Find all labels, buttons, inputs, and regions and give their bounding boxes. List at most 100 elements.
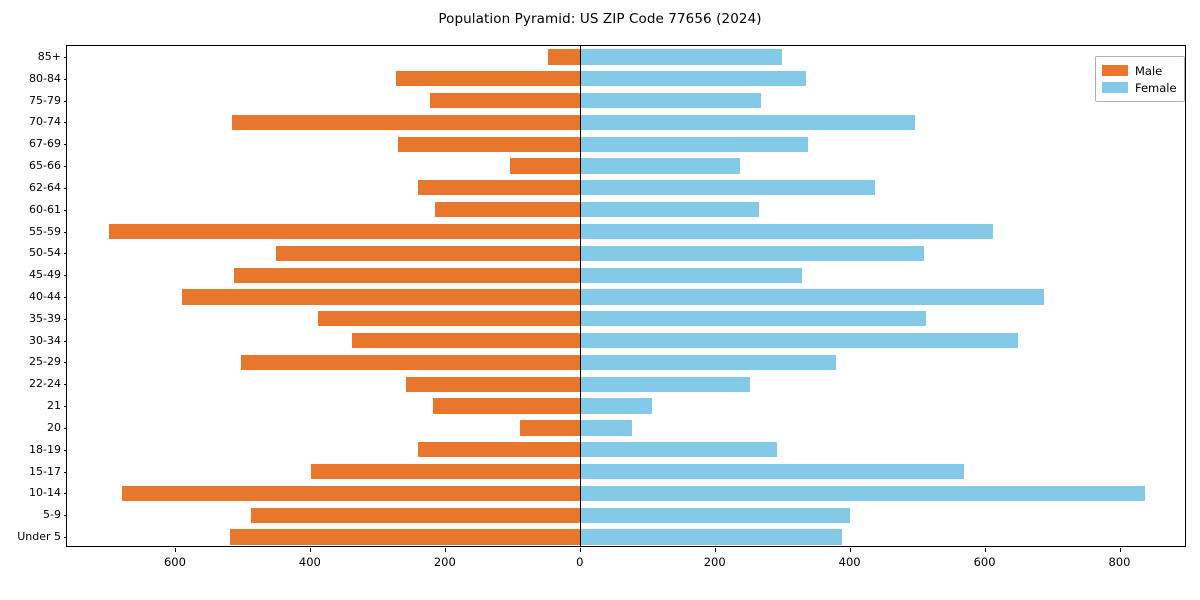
bar-female <box>579 49 783 65</box>
y-tick-mark <box>63 515 67 517</box>
x-tick-label: 0 <box>576 555 584 569</box>
bar-female <box>579 245 924 261</box>
bar-row <box>67 114 1185 131</box>
bar-female <box>579 398 652 414</box>
bar-male <box>232 114 580 131</box>
y-tick-label: 50-54 <box>29 246 61 260</box>
y-tick-label: 5-9 <box>43 508 61 522</box>
y-tick-label: 60-61 <box>29 202 61 216</box>
plot-area: 85+ 80-84 75-79 70-74 67-69 65-66 62-64 60-61 55… <box>17 45 1186 569</box>
bar-male <box>434 202 580 218</box>
bar-female <box>579 442 778 458</box>
bar-row <box>67 49 1185 65</box>
x-tick-label: 400 <box>298 555 321 569</box>
bar-row <box>67 442 1185 458</box>
bar-row <box>67 71 1185 87</box>
bar-row <box>67 529 1185 545</box>
bar-row <box>67 245 1185 261</box>
bar-female <box>579 202 759 218</box>
bar-female <box>579 223 993 240</box>
y-tick-mark <box>63 384 67 386</box>
y-tick-label: Under 5 <box>17 530 61 544</box>
bar-male <box>432 398 580 414</box>
y-tick-label: 67-69 <box>29 137 61 151</box>
x-tick-mark <box>444 548 446 552</box>
legend-item-female[interactable]: Female <box>1102 79 1177 96</box>
bar-row <box>67 158 1185 174</box>
bar-female <box>579 420 633 436</box>
bar-female <box>579 289 1044 305</box>
bar-row <box>67 507 1185 523</box>
y-tick-mark <box>63 187 67 189</box>
chart-title: Population Pyramid: US ZIP Code 77656 (2… <box>438 11 762 27</box>
y-tick-label: 70-74 <box>29 115 61 129</box>
bar-female <box>579 354 837 371</box>
y-tick-mark <box>63 144 67 146</box>
bar-male <box>121 485 580 502</box>
y-tick-label: 21 <box>47 399 61 413</box>
bar-row <box>67 202 1185 218</box>
bar-row <box>67 398 1185 414</box>
bar-female <box>579 333 1019 349</box>
bar-female <box>579 463 965 480</box>
legend-label-female: Female <box>1135 80 1177 95</box>
y-tick-mark <box>63 231 67 233</box>
y-tick-mark <box>63 537 67 539</box>
x-tick-mark <box>984 548 986 552</box>
bar-male <box>510 158 580 174</box>
y-tick-mark <box>63 56 67 58</box>
x-tick-label: 800 <box>1108 555 1131 569</box>
bar-male <box>251 507 580 523</box>
bar-female <box>579 71 806 87</box>
y-tick-label: 40-44 <box>29 290 61 303</box>
bar-female <box>579 507 850 523</box>
bar-female <box>579 136 808 152</box>
x-tick-label: 200 <box>433 555 456 569</box>
bar-row <box>67 311 1185 327</box>
bar-male <box>406 376 580 392</box>
x-tick-mark <box>714 548 716 552</box>
x-tick-label: 200 <box>703 555 726 569</box>
bar-male <box>548 49 580 65</box>
x-tick-mark <box>309 548 311 552</box>
y-tick-mark <box>63 297 67 298</box>
bar-male <box>429 92 580 109</box>
bar-row <box>67 463 1185 480</box>
y-tick-label: 75-79 <box>29 93 61 107</box>
legend-item-male[interactable]: Male <box>1102 62 1177 79</box>
y-tick-mark <box>63 471 67 473</box>
x-tick-mark <box>849 548 851 552</box>
y-tick-mark <box>63 406 67 408</box>
y-tick-mark <box>63 253 67 255</box>
bar-row <box>67 485 1185 502</box>
bar-male <box>241 354 580 371</box>
bar-row <box>67 136 1185 152</box>
bar-male <box>181 289 580 305</box>
bar-male <box>317 311 580 327</box>
bar-female <box>579 114 916 131</box>
bar-male <box>234 267 580 283</box>
x-tick-mark <box>174 548 176 552</box>
bar-male <box>230 529 580 545</box>
y-tick-mark <box>63 166 67 168</box>
y-tick-label: 45-49 <box>29 268 61 282</box>
bar-female <box>579 311 926 327</box>
y-tick-mark <box>63 340 67 342</box>
y-tick-label: 25-29 <box>29 355 61 369</box>
bar-male <box>417 180 580 196</box>
bar-row <box>67 180 1185 196</box>
bar-male <box>352 333 580 349</box>
y-tick-label: 22-24 <box>29 377 61 391</box>
bar-female <box>579 267 803 283</box>
x-tick-label: 400 <box>838 555 861 569</box>
y-tick-mark <box>63 427 67 429</box>
y-tick-mark <box>63 122 67 124</box>
legend-label-male: Male <box>1135 63 1163 78</box>
plot-bars-container <box>67 46 1185 546</box>
bar-row <box>67 289 1185 305</box>
chart-legend[interactable]: Male Female <box>1095 56 1185 102</box>
bar-female <box>579 158 741 174</box>
y-tick-label: 30-34 <box>29 333 61 347</box>
bar-male <box>397 136 580 152</box>
